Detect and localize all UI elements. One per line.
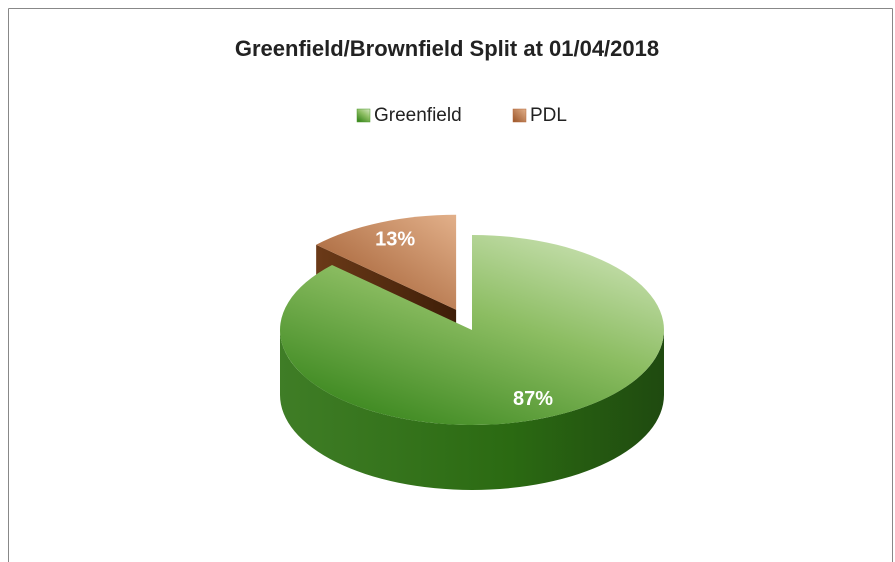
data-label: 13% <box>375 228 415 250</box>
slice <box>280 235 664 425</box>
slice-side <box>280 330 664 490</box>
legend-label: Greenfield <box>374 105 462 126</box>
legend-swatch <box>356 108 371 123</box>
legend-swatch <box>512 108 527 123</box>
chart-frame <box>8 8 893 562</box>
chart-title: Greenfield/Brownfield Split at 01/04/201… <box>235 36 659 61</box>
slice <box>316 214 457 310</box>
data-label: 87% <box>513 388 553 410</box>
legend-label: PDL <box>530 105 567 126</box>
